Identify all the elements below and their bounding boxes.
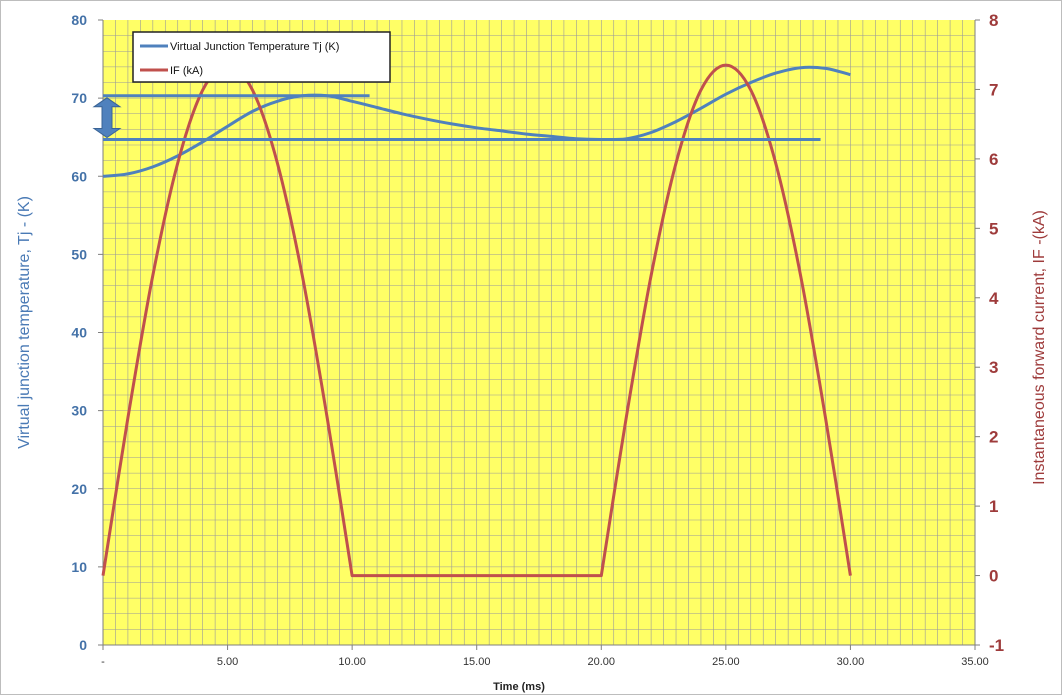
double-arrow-icon xyxy=(92,97,122,139)
x-tick-label: 15.00 xyxy=(463,656,491,668)
y-axis-right-title: Instantaneous forward current, IF -(kA) xyxy=(1031,210,1048,485)
y-right-tick-label: 1 xyxy=(989,497,998,516)
legend-box xyxy=(132,31,391,83)
x-tick-label: - xyxy=(101,656,105,668)
y-left-tick-label: 60 xyxy=(71,168,87,184)
y-left-tick-label: 10 xyxy=(71,559,87,575)
series-line-tj xyxy=(102,65,851,178)
y-right-tick-label: 3 xyxy=(989,358,998,377)
legend-label: Virtual Junction Temperature Tj (K) xyxy=(170,41,339,53)
x-tick-label: 5.00 xyxy=(217,656,238,668)
y-right-tick-label: 2 xyxy=(989,428,998,447)
y-left-tick-label: 80 xyxy=(71,12,87,28)
y-left-tick-label: 40 xyxy=(71,325,87,341)
y-left-tick-label: 0 xyxy=(79,637,87,653)
y-right-tick-label: -1 xyxy=(989,636,1004,655)
y-right-tick-label: 0 xyxy=(989,567,998,586)
y-left-tick-label: 30 xyxy=(71,403,87,419)
x-tick-label: 30.00 xyxy=(837,656,865,668)
series-line-if xyxy=(101,63,852,578)
annotations xyxy=(92,94,821,142)
axes: -5.00 10.00 15.00 20.00 25.00 30.00 35.0001020… xyxy=(16,11,1048,693)
y-axis-left-title: Virtual junction temperature, Tj - (K) xyxy=(16,196,33,449)
x-tick-label: 10.00 xyxy=(338,656,366,668)
y-right-tick-label: 7 xyxy=(989,80,998,99)
y-left-tick-label: 70 xyxy=(71,90,87,106)
y-right-tick-label: 8 xyxy=(989,11,998,30)
y-right-tick-label: 5 xyxy=(989,219,998,238)
x-tick-label: 20.00 xyxy=(588,656,616,668)
legend-label: IF (kA) xyxy=(170,65,203,77)
series xyxy=(101,63,852,578)
y-right-tick-label: 4 xyxy=(989,289,999,308)
x-tick-label: 35.00 xyxy=(961,656,989,668)
grid xyxy=(103,20,975,645)
legend: Virtual Junction Temperature Tj (K) IF (k… xyxy=(132,31,391,83)
x-axis-title: Time (ms) xyxy=(493,681,545,693)
y-left-tick-label: 20 xyxy=(71,481,87,497)
y-right-tick-label: 6 xyxy=(989,150,998,169)
y-left-tick-label: 50 xyxy=(71,246,87,262)
x-tick-label: 25.00 xyxy=(712,656,740,668)
